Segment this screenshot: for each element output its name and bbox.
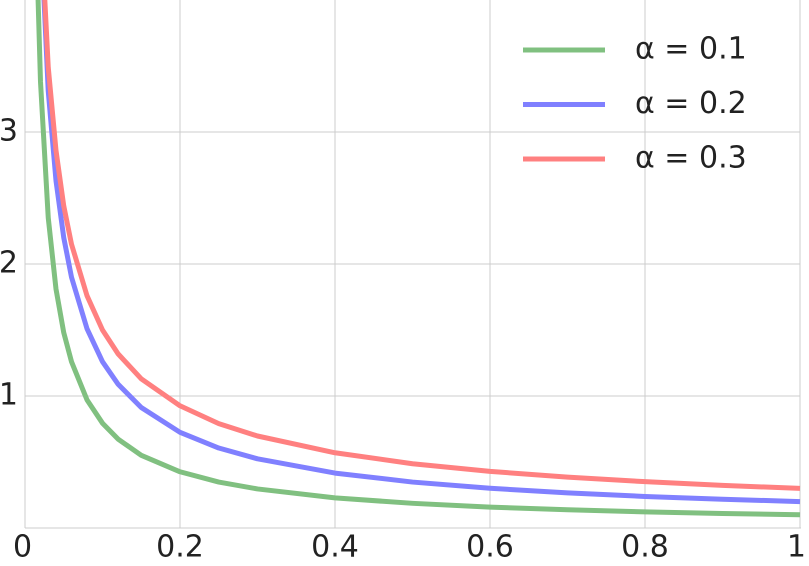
x-tick-label: 0 bbox=[13, 530, 32, 565]
x-tick-label: 0.8 bbox=[621, 530, 669, 565]
legend-label: α = 0.2 bbox=[635, 86, 747, 121]
legend-label: α = 0.1 bbox=[635, 32, 747, 67]
line bbox=[42, 0, 801, 491]
x-tick-label: 1 bbox=[787, 530, 806, 565]
y-tick-label: 3 bbox=[0, 114, 18, 149]
y-tick-label: 2 bbox=[0, 246, 18, 281]
legend-label: α = 0.3 bbox=[635, 141, 747, 176]
x-tick-label: 0.4 bbox=[311, 530, 359, 565]
y-tick-label: 1 bbox=[0, 378, 18, 413]
x-tick-label: 0.2 bbox=[156, 530, 204, 565]
line bbox=[41, 0, 801, 505]
line bbox=[35, 0, 801, 518]
x-tick-label: 0.6 bbox=[466, 530, 514, 565]
